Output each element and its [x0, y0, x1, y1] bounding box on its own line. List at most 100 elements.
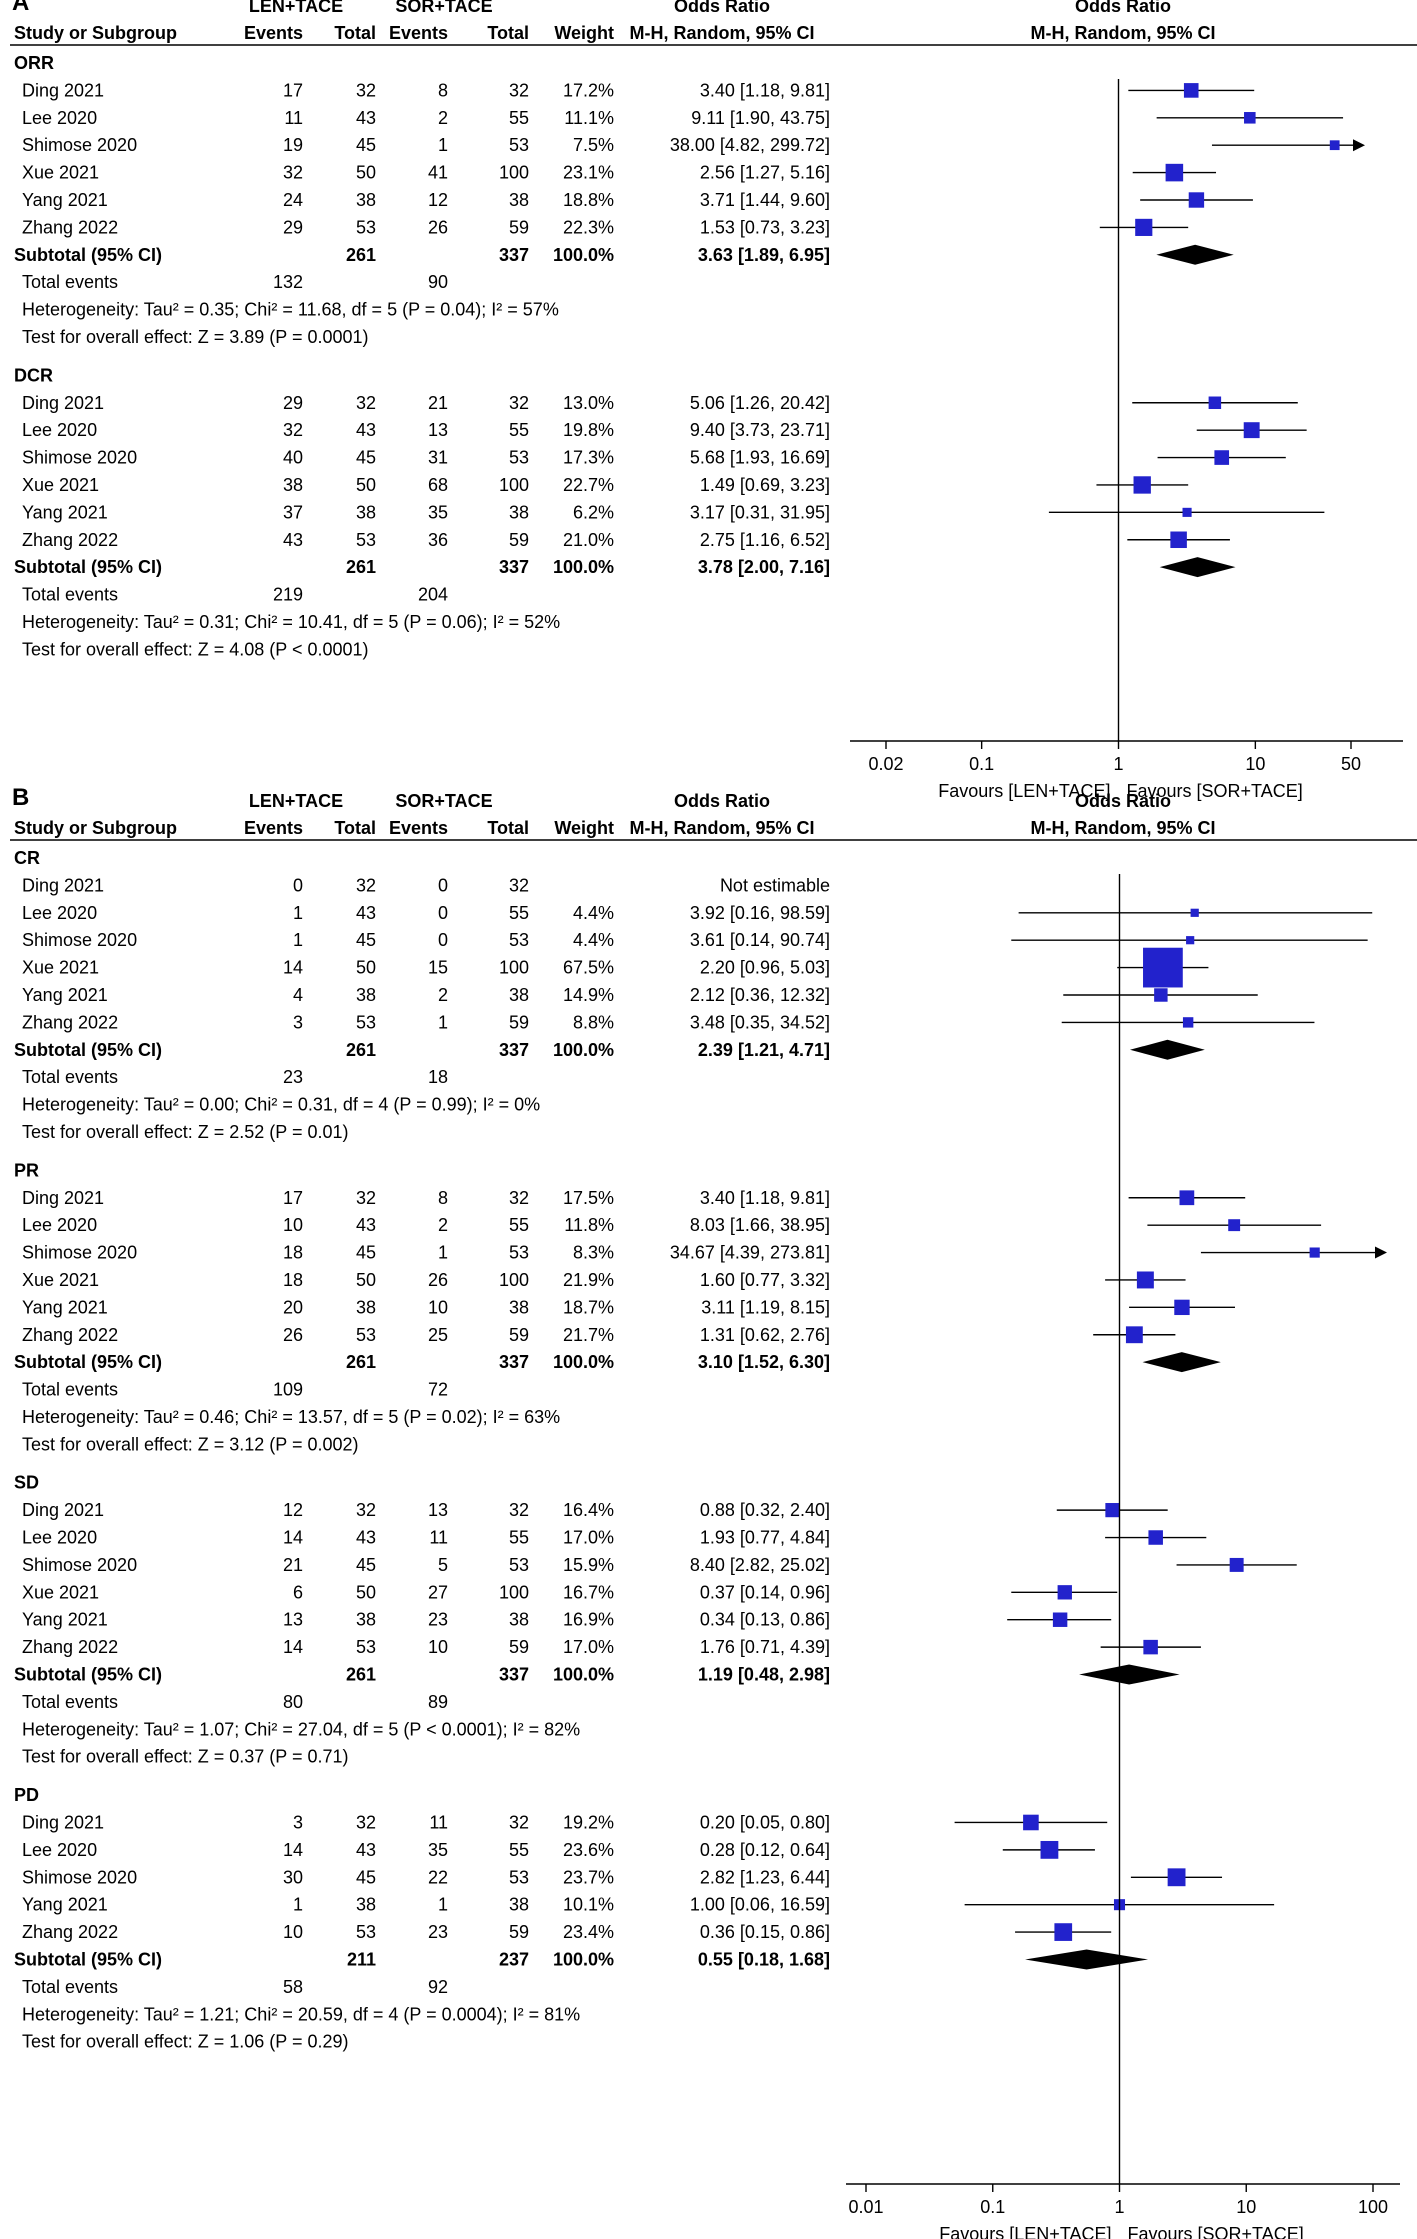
study-weight: 23.6%	[563, 1840, 614, 1860]
events-sor: 35	[428, 502, 448, 522]
study-weight: 19.8%	[563, 420, 614, 440]
events-len: 12	[283, 1500, 303, 1520]
total-sor: 55	[509, 1528, 529, 1548]
study-marker	[1165, 163, 1184, 182]
study-name: Yang 2021	[22, 502, 108, 522]
favours-right-label: Favours [SOR+TACE]	[1128, 2224, 1304, 2239]
total-len: 38	[356, 502, 376, 522]
study-name: Lee 2020	[22, 1528, 97, 1548]
odds-ratio-ci: 5.68 [1.93, 16.69]	[690, 448, 830, 468]
study-weight: 6.2%	[573, 502, 614, 522]
x-tick-label: 0.01	[848, 2197, 883, 2217]
study-name: Xue 2021	[22, 958, 99, 978]
total-events-label: Total events	[22, 1067, 118, 1087]
study-weight: 17.2%	[563, 80, 614, 100]
total-len: 38	[356, 1297, 376, 1317]
events-sor: 15	[428, 958, 448, 978]
study-name: Zhang 2022	[22, 1325, 118, 1345]
subtotal-total-len: 261	[346, 557, 376, 577]
study-weight: 22.7%	[563, 475, 614, 495]
total-len: 50	[356, 958, 376, 978]
total-sor: 100	[499, 1582, 529, 1602]
favours-left-label: Favours [LEN+TACE]	[939, 2224, 1111, 2239]
total-len: 45	[356, 1867, 376, 1887]
heterogeneity-stat: Heterogeneity: Tau² = 1.07; Chi² = 27.04…	[22, 1719, 580, 1739]
total-sor: 100	[499, 1270, 529, 1290]
events-sor: 25	[428, 1325, 448, 1345]
subtotal-weight: 100.0%	[553, 1040, 614, 1060]
study-marker	[1309, 1247, 1320, 1258]
study-weight: 18.8%	[563, 190, 614, 210]
heterogeneity-stat: Heterogeneity: Tau² = 0.31; Chi² = 10.41…	[22, 612, 560, 632]
overall-effect-test: Test for overall effect: Z = 3.89 (P = 0…	[22, 327, 369, 347]
study-name: Ding 2021	[22, 1188, 104, 1208]
events-sor: 2	[438, 108, 448, 128]
total-len: 50	[356, 475, 376, 495]
subtotal-total-len: 211	[347, 1949, 376, 1969]
total-len: 50	[356, 163, 376, 183]
subgroup-title: PR	[14, 1160, 39, 1180]
events-sor: 41	[428, 163, 448, 183]
total-sor: 32	[509, 875, 529, 895]
study-weight: 23.7%	[563, 1867, 614, 1887]
total-sor: 32	[509, 1188, 529, 1208]
total-events-label: Total events	[22, 1977, 118, 1997]
study-col-header: Study or Subgroup	[14, 23, 177, 43]
total-sor: 59	[509, 1922, 529, 1942]
subtotal-label: Subtotal (95% CI)	[14, 1040, 162, 1060]
odds-ratio-ci: 0.34 [0.13, 0.86]	[700, 1610, 830, 1630]
total-len: 50	[356, 1270, 376, 1290]
subtotal-or-ci: 3.78 [2.00, 7.16]	[698, 557, 830, 577]
x-tick-label: 50	[1341, 754, 1361, 774]
study-weight: 23.1%	[563, 163, 614, 183]
events-len: 32	[283, 420, 303, 440]
subtotal-or-ci: 1.19 [0.48, 2.98]	[698, 1665, 830, 1685]
subtotal-weight: 100.0%	[553, 245, 614, 265]
events-len: 13	[283, 1610, 303, 1630]
events-sor: 0	[438, 930, 448, 950]
subtotal-total-len: 261	[346, 1040, 376, 1060]
study-name: Shimose 2020	[22, 448, 137, 468]
total-len: 53	[356, 1012, 376, 1032]
study-name: Xue 2021	[22, 163, 99, 183]
total-events-len: 80	[283, 1692, 303, 1712]
total-len: 38	[356, 190, 376, 210]
total-sor: 55	[509, 1215, 529, 1235]
x-tick-label: 10	[1245, 754, 1265, 774]
subtotal-total-sor: 337	[499, 1665, 529, 1685]
events-len: 18	[283, 1243, 303, 1263]
events-sor: 1	[438, 1895, 448, 1915]
subtotal-total-len: 261	[346, 245, 376, 265]
study-name: Yang 2021	[22, 1297, 108, 1317]
events-len: 21	[283, 1555, 303, 1575]
ci-arrow	[1375, 1246, 1387, 1259]
events-len: 11	[284, 108, 303, 128]
total-sor: 53	[509, 448, 529, 468]
study-marker	[1125, 1326, 1143, 1344]
events-sor: 2	[438, 1215, 448, 1235]
study-marker	[1243, 422, 1260, 439]
subtotal-weight: 100.0%	[553, 557, 614, 577]
events-len: 29	[283, 393, 303, 413]
study-name: Lee 2020	[22, 1215, 97, 1235]
total-events-sor: 89	[428, 1692, 448, 1712]
total-sor: 55	[509, 903, 529, 923]
events-len: 3	[293, 1812, 303, 1832]
panel-label: B	[12, 784, 29, 811]
odds-ratio-ci: 0.37 [0.14, 0.96]	[700, 1582, 830, 1602]
odds-ratio-ci: 2.12 [0.36, 12.32]	[690, 985, 830, 1005]
total-sor: 100	[499, 475, 529, 495]
events-len: 10	[283, 1215, 303, 1235]
x-tick-label: 0.02	[868, 754, 903, 774]
total-sor: 100	[499, 163, 529, 183]
events-sor: 8	[438, 1188, 448, 1208]
odds-ratio-col-header: Odds Ratio	[674, 0, 770, 16]
total-sor: 38	[509, 1610, 529, 1630]
study-weight: 23.4%	[563, 1922, 614, 1942]
subgroup-title: PD	[14, 1785, 39, 1805]
study-marker	[1174, 1299, 1190, 1316]
events-sor: 1	[438, 1012, 448, 1032]
subtotal-diamond	[1156, 244, 1234, 265]
total-sor: 38	[509, 190, 529, 210]
events-sor: 1	[438, 1243, 448, 1263]
